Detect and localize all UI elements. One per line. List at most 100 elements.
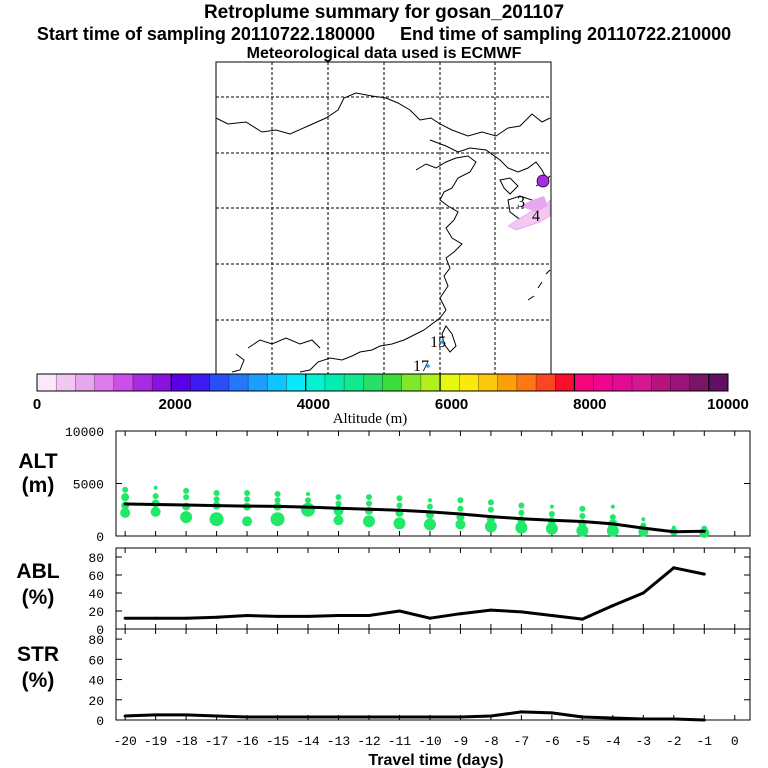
- altitude-spread-point: [579, 513, 586, 520]
- xtick-label: -16: [235, 734, 258, 749]
- colorbar-cell: [632, 374, 652, 391]
- altitude-spread-point: [393, 517, 406, 530]
- altitude-spread-point: [152, 493, 159, 500]
- altitude-spread-point: [548, 510, 555, 517]
- plume-patch: [507, 174, 551, 231]
- altitude-spread-point: [180, 511, 193, 524]
- altitude-spread-point: [545, 522, 558, 535]
- series-point-abl: [276, 614, 280, 618]
- ytick-label: 20: [88, 605, 104, 620]
- series-point-str: [672, 717, 676, 721]
- series-point-abl: [184, 616, 188, 620]
- series-line-abl: [125, 566, 705, 621]
- xtick-label: -9: [453, 734, 469, 749]
- series-point-str: [550, 711, 554, 715]
- series-point-str: [276, 715, 280, 719]
- colorbar-cell: [382, 374, 402, 391]
- altitude-spread-point: [301, 502, 316, 517]
- series-point-alt: [672, 530, 676, 534]
- series-point-str: [154, 713, 158, 717]
- colorbar-cell: [516, 374, 537, 391]
- altitude-spread-point: [396, 502, 403, 509]
- panel-ylabel: (m): [22, 474, 55, 497]
- panel-ylabel: (%): [22, 669, 55, 692]
- xtick-label: -8: [483, 734, 499, 749]
- colorbar-cell: [344, 374, 364, 391]
- series-point-abl: [245, 614, 249, 617]
- xtick-label: -5: [575, 734, 591, 749]
- altitude-spread-point: [209, 512, 224, 527]
- series-point-str: [702, 718, 706, 722]
- altitude-spread-point: [455, 519, 466, 530]
- series-point-alt: [580, 520, 584, 524]
- altitude-spread-point: [487, 499, 494, 506]
- series-point-alt: [184, 503, 188, 507]
- series-point-alt: [397, 508, 401, 512]
- panel-ylabel: STR: [17, 643, 59, 666]
- xtick-label: -15: [266, 734, 289, 749]
- altitude-spread-point: [274, 491, 281, 497]
- altitude-spread-point: [365, 500, 372, 507]
- release-site-marker: [536, 174, 550, 188]
- colorbar-cell: [113, 374, 134, 391]
- altitude-spread-point: [362, 515, 375, 528]
- series-point-alt: [489, 515, 493, 519]
- xtick-label: -10: [418, 734, 441, 749]
- series-point-abl: [123, 616, 127, 620]
- altitude-spread-point: [427, 498, 432, 503]
- panel-ylabel: ALT: [18, 450, 57, 473]
- colorbar-tick-label: 2000: [159, 396, 192, 413]
- series-point-alt: [245, 504, 249, 508]
- series-point-str: [306, 715, 310, 719]
- colorbar-cell: [459, 374, 479, 391]
- str-panel-frame: [115, 628, 751, 721]
- series-point-str: [611, 716, 615, 720]
- series-point-abl: [428, 616, 432, 620]
- xtick-label: -19: [144, 734, 167, 749]
- coastlines: [215, 92, 551, 373]
- altitude-spread-point: [306, 492, 311, 496]
- series-point-str: [337, 715, 341, 719]
- colorbar-tick-label: 6000: [435, 396, 468, 413]
- colorbar-cell: [171, 374, 191, 391]
- altitude-spread-point: [335, 494, 342, 501]
- colorbar-cell: [440, 374, 460, 391]
- altitude-spread-point: [515, 521, 528, 534]
- series-point-abl: [397, 609, 401, 613]
- altitude-spread-point: [242, 516, 253, 527]
- colorbar-cell: [555, 374, 575, 391]
- altitude-spread-point: [153, 485, 158, 490]
- panel-ylabel: (%): [22, 586, 55, 609]
- altitude-colorbar: 0 2000 4000 6000 8000 10000 Altitude (m): [33, 373, 749, 427]
- map-label-15: 15: [430, 334, 446, 351]
- colorbar-cell: [401, 374, 422, 391]
- series-point-alt: [276, 504, 280, 508]
- altitude-spread-point: [487, 506, 494, 513]
- map-graticule: [216, 62, 551, 375]
- altitude-spread-point: [274, 497, 281, 504]
- altitude-spread-point: [457, 497, 464, 504]
- altitude-spread-point: [518, 502, 525, 509]
- altitude-spread-point: [121, 493, 130, 502]
- xtick-label: -3: [636, 734, 652, 749]
- series-point-alt: [367, 507, 371, 511]
- map-label-3: 3: [517, 194, 525, 211]
- xtick-label: -1: [696, 734, 712, 749]
- ytick-label: 0: [96, 714, 104, 729]
- series-point-abl: [489, 608, 493, 612]
- ytick-label: 20: [88, 694, 104, 709]
- colorbar-cell: [37, 374, 57, 391]
- series-point-str: [215, 714, 219, 718]
- colorbar-cell: [536, 374, 556, 391]
- series-point-alt: [123, 502, 127, 506]
- series-point-alt: [702, 529, 706, 533]
- altitude-spread-point: [150, 506, 161, 517]
- series-point-abl: [519, 610, 523, 614]
- ytick-label: 5000: [73, 478, 104, 493]
- altitude-spread-point: [579, 505, 586, 512]
- colorbar-cell: [363, 374, 383, 391]
- colorbar-cell: [132, 374, 153, 391]
- series-point-abl: [702, 572, 706, 576]
- altitude-spread-point: [576, 524, 589, 537]
